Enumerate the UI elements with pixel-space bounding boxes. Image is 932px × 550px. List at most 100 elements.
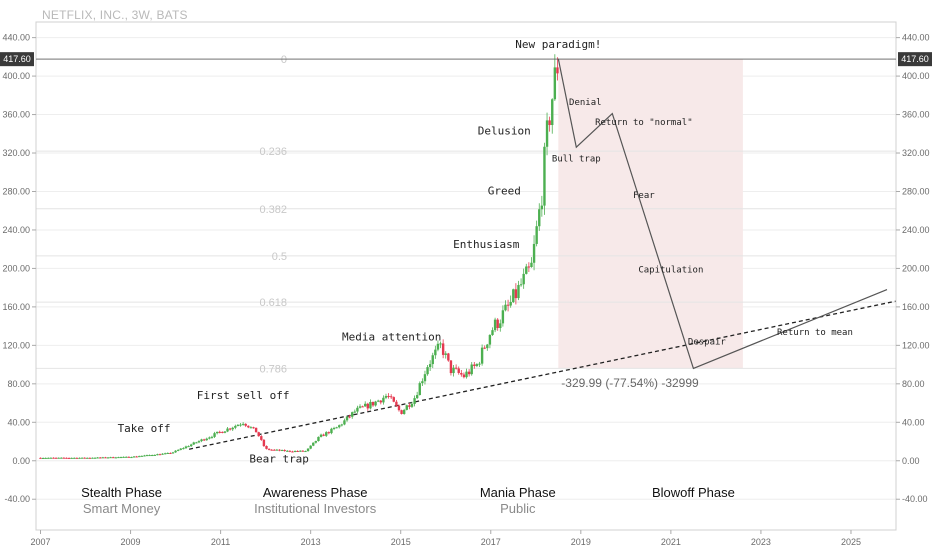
candle-up: [163, 453, 167, 455]
stage-label: First sell off: [197, 389, 290, 402]
candle-down: [88, 457, 92, 459]
candle-up: [314, 441, 318, 443]
candle-up: [44, 457, 47, 459]
candle-up: [423, 374, 427, 382]
candle-up: [312, 442, 315, 446]
y-tick-label-right: 160.00: [902, 302, 930, 312]
candle-up: [493, 319, 497, 331]
y-tick-label-right: 120.00: [902, 340, 930, 350]
y-tick-label-left: 320.00: [2, 148, 30, 158]
candle-up: [122, 456, 125, 458]
candle-up: [140, 455, 144, 457]
candle-up: [439, 343, 442, 345]
stage-label: New paradigm!: [515, 38, 601, 51]
candle-down: [67, 457, 71, 459]
candle-up: [475, 364, 479, 366]
candle-down: [400, 410, 403, 414]
candle-up: [306, 448, 310, 452]
candle-down: [221, 431, 224, 433]
y-tick-label-left: 200.00: [2, 263, 30, 273]
x-tick-label: 2007: [30, 537, 50, 547]
y-tick-label-right: 400.00: [902, 71, 930, 81]
candle-down: [112, 457, 115, 459]
candle-up: [444, 353, 447, 355]
candle-down: [169, 452, 172, 454]
candle-down: [283, 450, 286, 452]
y-tick-label-left: 120.00: [2, 340, 30, 350]
x-tick-label: 2019: [571, 537, 591, 547]
candle-up: [78, 457, 81, 459]
candle-down: [99, 457, 102, 459]
y-tick-label-right: 40.00: [902, 417, 925, 427]
y-tick-label-left: 280.00: [2, 186, 30, 196]
candle-down: [62, 457, 66, 459]
candle-down: [257, 432, 260, 437]
candle-up: [345, 416, 349, 421]
candle-up: [96, 457, 99, 459]
stage-label: Fear: [633, 191, 655, 201]
candle-up: [138, 456, 141, 458]
candle-up: [426, 367, 429, 375]
candle-down: [527, 266, 531, 268]
candle-up: [101, 457, 105, 459]
candle-up: [166, 452, 169, 454]
y-tick-label-left: 80.00: [7, 379, 30, 389]
candle-up: [208, 437, 211, 439]
candle-up: [356, 407, 359, 412]
candle-up: [525, 266, 528, 274]
candle-up: [60, 457, 63, 459]
candle-up: [330, 428, 333, 434]
candle-up: [213, 433, 216, 437]
candle-up: [530, 262, 533, 267]
candle-down: [460, 372, 463, 375]
candle-up: [465, 371, 468, 378]
candle-down: [361, 406, 364, 408]
candle-up: [156, 454, 159, 456]
candle-up: [538, 209, 541, 227]
candle-up: [57, 457, 60, 459]
candle-down: [514, 289, 518, 299]
fib-retracement-zone: [558, 58, 743, 369]
candle-up: [241, 423, 245, 425]
candle-up: [106, 457, 110, 459]
fib-level-label: 0.236: [259, 146, 287, 158]
candle-up: [402, 409, 406, 414]
candle-up: [504, 304, 507, 311]
candle-up: [215, 431, 219, 434]
candle-up: [543, 146, 546, 206]
y-tick-label-left: 160.00: [2, 302, 30, 312]
candle-up: [192, 442, 195, 445]
fib-level-label: 0.786: [259, 363, 287, 375]
candle-up: [171, 452, 175, 454]
candle-down: [75, 457, 79, 459]
candle-up: [332, 427, 336, 429]
phase-name: Awareness Phase: [263, 485, 368, 500]
candle-up: [148, 455, 151, 457]
y-tick-label-left: -40.00: [4, 494, 30, 504]
candle-up: [491, 330, 494, 335]
candle-up: [176, 449, 180, 451]
candle-down: [467, 371, 471, 375]
candle-up: [275, 449, 279, 451]
candle-down: [254, 427, 258, 433]
candle-down: [483, 347, 486, 349]
candle-up: [509, 301, 512, 306]
current-price-tag-left: [0, 52, 34, 67]
candle-up: [553, 67, 557, 100]
candle-up: [125, 456, 128, 458]
x-tick-label: 2015: [391, 537, 411, 547]
candle-up: [340, 424, 344, 426]
current-price-tag-right: [898, 52, 932, 67]
candle-down: [301, 450, 305, 452]
stage-label: Return to "normal": [595, 118, 693, 128]
candle-up: [517, 285, 520, 299]
candle-down: [392, 397, 395, 402]
candle-up: [73, 457, 76, 459]
candle-up: [376, 400, 380, 402]
candle-down: [158, 454, 162, 456]
candle-up: [364, 403, 367, 407]
candle-down: [389, 396, 393, 398]
candle-up: [231, 427, 234, 430]
candle-up: [335, 427, 338, 429]
